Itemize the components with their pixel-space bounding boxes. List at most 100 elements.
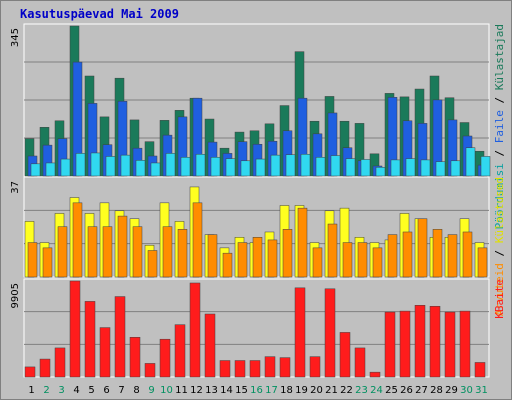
panel-3: 9905 KBaite	[10, 278, 506, 378]
bar-Pöördumisi-day-27	[420, 159, 431, 177]
bar-KBaite-day-20	[309, 356, 321, 378]
bar-Arvuteid-day-8	[132, 226, 143, 278]
bar-Pöördumisi-day-21	[330, 155, 341, 177]
x-tick-day-3: 3	[58, 385, 64, 396]
bar-Pöördumisi-day-9	[150, 162, 161, 177]
bar-Pöördumisi-day-30	[465, 147, 476, 177]
x-tick-day-2: 2	[43, 385, 49, 396]
bar-Arvuteid-day-6	[102, 226, 113, 278]
bar-KBaite-day-6	[99, 327, 111, 378]
bar-KBaite-day-14	[219, 360, 231, 378]
x-tick-day-24: 24	[370, 385, 383, 396]
bar-Pöördumisi-day-31	[480, 156, 491, 177]
x-tick-day-10: 10	[160, 385, 173, 396]
x-tick-day-17: 17	[265, 385, 278, 396]
x-tick-day-22: 22	[340, 385, 353, 396]
chart-panels: 345 Pöördumisi / Faile / Külastajad 37 Arvu…	[10, 23, 506, 378]
bar-KBaite-day-1	[24, 366, 36, 378]
bar-Arvuteid-day-31	[477, 247, 488, 278]
bar-Arvuteid-day-18	[282, 229, 293, 278]
bar-Arvuteid-day-17	[267, 239, 278, 278]
bar-KBaite-day-31	[474, 362, 486, 378]
bar-KBaite-day-24	[369, 371, 381, 378]
bar-Pöördumisi-day-13	[210, 157, 221, 177]
series-legend-label: Arvuteid / Külastused	[493, 177, 506, 316]
panel-1: 345 Pöördumisi / Faile / Külastajad	[10, 23, 506, 229]
bar-Arvuteid-day-15	[237, 242, 248, 278]
bar-Arvuteid-day-30	[462, 231, 473, 278]
bar-Pöördumisi-day-23	[360, 159, 371, 177]
bar-KBaite-day-16	[249, 360, 261, 378]
panel-2: 37 Arvuteid / Külastused	[10, 176, 506, 316]
bar-Arvuteid-day-1	[27, 242, 38, 278]
bar-KBaite-day-19	[294, 287, 306, 378]
bar-Arvuteid-day-19	[297, 207, 308, 278]
x-axis-day-labels: 1 2 3 4 5 6 7 8 9 10 11 12 13 14 15 16 17 18 19 20 21 22 23 24 2…	[28, 385, 488, 396]
bar-Arvuteid-day-2	[42, 247, 53, 278]
chart-title: Kasutuspäevad Mai 2009	[20, 7, 179, 21]
bar-KBaite-day-21	[324, 288, 336, 378]
bar-Pöördumisi-day-29	[450, 160, 461, 177]
legend-part: /	[493, 90, 506, 110]
y-max-label: 345	[10, 28, 21, 47]
bar-Arvuteid-day-26	[402, 231, 413, 278]
bar-Arvuteid-day-22	[342, 242, 353, 278]
bar-KBaite-day-23	[354, 347, 366, 378]
x-tick-day-8: 8	[133, 385, 139, 396]
bar-Arvuteid-day-9	[147, 250, 158, 278]
x-tick-day-12: 12	[190, 385, 203, 396]
bar-KBaite-day-5	[84, 301, 96, 378]
bar-KBaite-day-25	[384, 311, 396, 378]
bar-Pöördumisi-day-19	[300, 154, 311, 177]
bar-KBaite-day-17	[264, 356, 276, 378]
bar-Pöördumisi-day-12	[195, 154, 206, 177]
bar-Pöördumisi-day-11	[180, 157, 191, 177]
x-tick-day-4: 4	[73, 385, 79, 396]
bar-Arvuteid-day-14	[222, 252, 233, 278]
bar-Arvuteid-day-23	[357, 242, 368, 278]
bar-KBaite-day-8	[129, 337, 141, 378]
bar-Arvuteid-day-10	[162, 226, 173, 278]
bar-Pöördumisi-day-5	[90, 152, 101, 177]
bar-Pöördumisi-day-24	[375, 167, 386, 177]
legend-part: KBaite	[493, 279, 506, 319]
x-tick-day-1: 1	[28, 385, 34, 396]
bar-Pöördumisi-day-18	[285, 154, 296, 177]
x-tick-day-19: 19	[295, 385, 308, 396]
bar-KBaite-day-10	[159, 338, 171, 378]
x-tick-day-18: 18	[280, 385, 293, 396]
bar-KBaite-day-27	[414, 305, 426, 378]
x-tick-day-16: 16	[250, 385, 263, 396]
bar-Arvuteid-day-5	[87, 226, 98, 278]
bar-Arvuteid-day-13	[207, 234, 218, 278]
bar-Pöördumisi-day-7	[120, 154, 131, 177]
x-tick-day-29: 29	[445, 385, 458, 396]
x-tick-day-30: 30	[460, 385, 473, 396]
bar-KBaite-day-9	[144, 363, 156, 378]
bar-KBaite-day-11	[174, 324, 186, 378]
bar-KBaite-day-18	[279, 357, 291, 378]
bar-Pöördumisi-day-20	[315, 157, 326, 177]
bar-KBaite-day-22	[339, 332, 351, 378]
bar-Arvuteid-day-24	[372, 247, 383, 278]
bar-KBaite-day-2	[39, 358, 51, 378]
x-tick-day-20: 20	[310, 385, 323, 396]
legend-part: Külastused	[493, 177, 506, 243]
y-max-label: 37	[10, 181, 21, 194]
series-Pöördumisi	[30, 147, 491, 177]
bar-Arvuteid-day-3	[57, 226, 68, 278]
bar-KBaite-day-30	[459, 310, 471, 378]
legend-part: Faile	[493, 110, 506, 143]
bar-Pöördumisi-day-28	[435, 161, 446, 177]
x-tick-day-14: 14	[220, 385, 233, 396]
x-tick-day-5: 5	[88, 385, 94, 396]
bar-Arvuteid-day-20	[312, 247, 323, 278]
x-tick-day-21: 21	[325, 385, 338, 396]
bar-KBaite-day-12	[189, 282, 201, 378]
bar-Arvuteid-day-29	[447, 234, 458, 278]
bar-Arvuteid-day-7	[117, 215, 128, 278]
bar-Arvuteid-day-21	[327, 223, 338, 278]
bar-Pöördumisi-day-6	[105, 156, 116, 177]
bar-KBaite-day-28	[429, 305, 441, 378]
